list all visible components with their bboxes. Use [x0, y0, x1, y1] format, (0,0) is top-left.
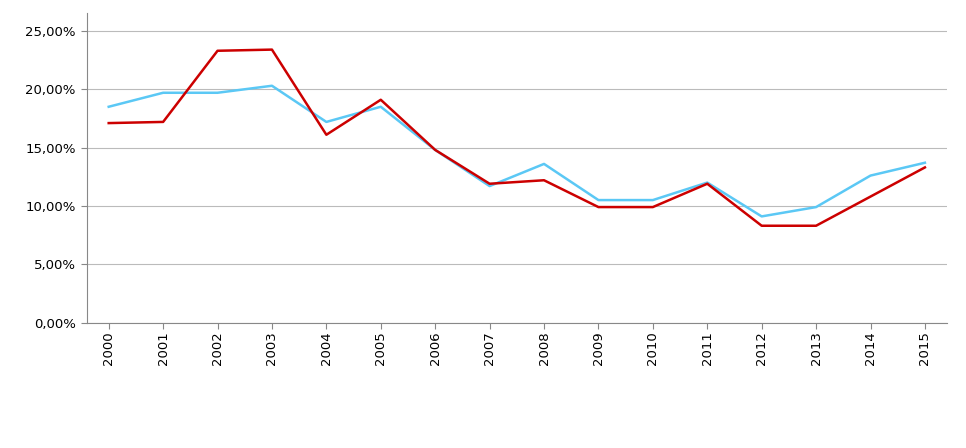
Taxa de juros média - Over/Selic	[375, 97, 386, 103]
Taxa de juros média pré-fixada no mercado primário - LTN	[484, 183, 496, 189]
Taxa de juros média pré-fixada no mercado primário - LTN	[157, 90, 169, 95]
Taxa de juros média - Over/Selic	[810, 223, 822, 228]
Taxa de juros média - Over/Selic	[103, 121, 115, 126]
Taxa de juros média - Over/Selic	[430, 147, 441, 153]
Taxa de juros média pré-fixada no mercado primário - LTN	[865, 173, 876, 178]
Taxa de juros média pré-fixada no mercado primário - LTN	[592, 198, 604, 203]
Taxa de juros média pré-fixada no mercado primário - LTN	[701, 180, 713, 185]
Taxa de juros média - Over/Selic	[484, 181, 496, 186]
Taxa de juros média - Over/Selic	[212, 48, 223, 53]
Taxa de juros média pré-fixada no mercado primário - LTN	[103, 104, 115, 109]
Line: Taxa de juros média pré-fixada no mercado primário - LTN: Taxa de juros média pré-fixada no mercad…	[109, 86, 924, 216]
Taxa de juros média - Over/Selic	[865, 194, 876, 199]
Taxa de juros média pré-fixada no mercado primário - LTN	[212, 90, 223, 95]
Taxa de juros média pré-fixada no mercado primário - LTN	[321, 119, 332, 125]
Taxa de juros média - Over/Selic	[592, 204, 604, 210]
Taxa de juros média - Over/Selic	[919, 165, 930, 170]
Taxa de juros média pré-fixada no mercado primário - LTN	[647, 198, 659, 203]
Taxa de juros média pré-fixada no mercado primário - LTN	[919, 160, 930, 165]
Taxa de juros média - Over/Selic	[267, 47, 278, 52]
Taxa de juros média - Over/Selic	[321, 132, 332, 138]
Taxa de juros média pré-fixada no mercado primário - LTN	[810, 204, 822, 210]
Taxa de juros média pré-fixada no mercado primário - LTN	[267, 83, 278, 88]
Taxa de juros média - Over/Selic	[701, 181, 713, 186]
Taxa de juros média pré-fixada no mercado primário - LTN	[755, 214, 767, 219]
Taxa de juros média pré-fixada no mercado primário - LTN	[375, 104, 386, 109]
Taxa de juros média - Over/Selic	[755, 223, 767, 228]
Line: Taxa de juros média - Over/Selic: Taxa de juros média - Over/Selic	[109, 50, 924, 226]
Taxa de juros média pré-fixada no mercado primário - LTN	[430, 147, 441, 153]
Taxa de juros média - Over/Selic	[647, 204, 659, 210]
Taxa de juros média pré-fixada no mercado primário - LTN	[538, 161, 550, 167]
Taxa de juros média - Over/Selic	[157, 119, 169, 125]
Taxa de juros média - Over/Selic	[538, 177, 550, 183]
